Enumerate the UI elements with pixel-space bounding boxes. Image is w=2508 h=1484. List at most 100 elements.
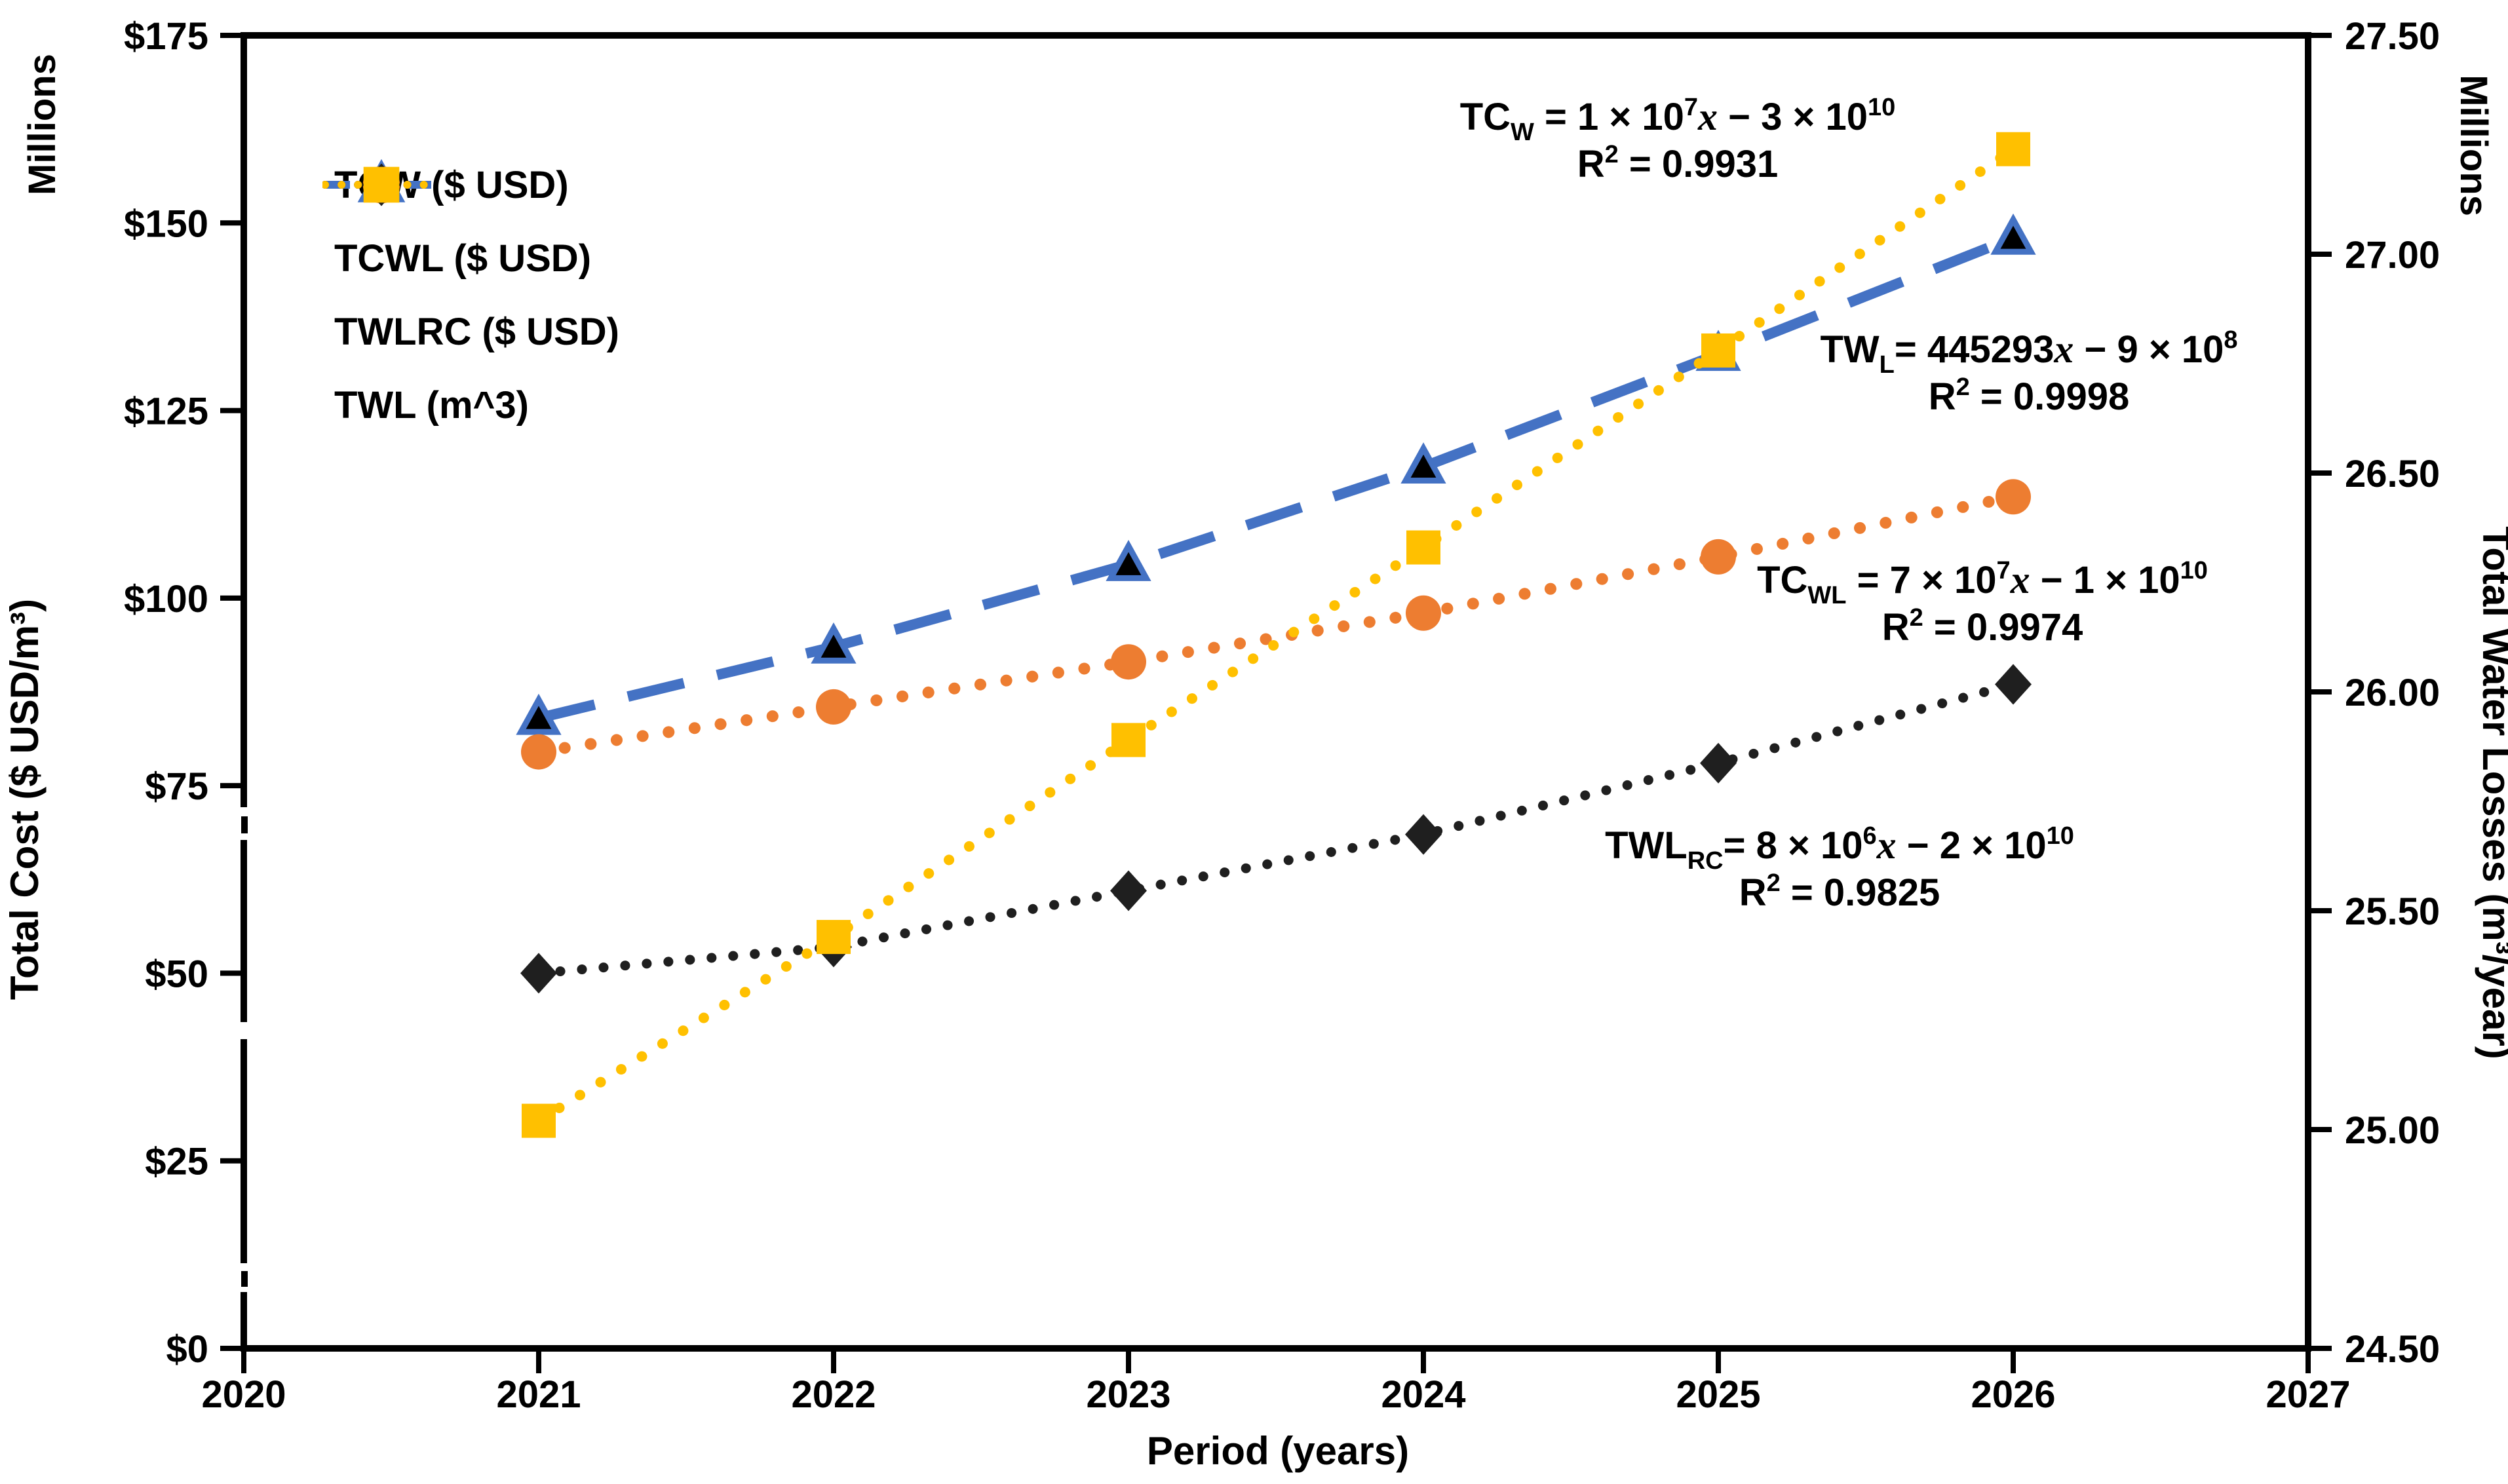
chart-legend: TCW ($ USD) TCWL ($ USD) TWLRC ($ USD) TWL … <box>322 148 619 442</box>
equation-segment: x <box>1876 824 1897 867</box>
equation-segment: 2 <box>1767 869 1781 897</box>
tick-label: 2025 <box>1676 1373 1760 1416</box>
x-axis-title: Period (years) <box>1147 1429 1409 1473</box>
marker-TCWL-2023 <box>1111 644 1146 680</box>
tick-label: $125 <box>124 390 208 433</box>
tick-label: $175 <box>124 15 208 58</box>
legend-item-TCWL: TCWL ($ USD) <box>322 166 619 295</box>
marker-TWL-2021 <box>522 1103 556 1138</box>
y-left-axis-title: Total Cost ($ USD/m³) <box>3 599 47 1000</box>
series-line-TWL <box>533 143 2018 1126</box>
equation-segment: R <box>1577 143 1605 185</box>
equation-segment: − 9 × 10 <box>2074 328 2224 371</box>
tick-label: 2024 <box>1381 1373 1465 1416</box>
equation-segment: = 445293 <box>1895 328 2055 371</box>
marker-TCWL-2024 <box>1406 595 1441 631</box>
legend-marker-TWL <box>363 166 400 203</box>
equation-segment: TWL <box>1605 824 1688 867</box>
marker-TWLRC-2021 <box>520 953 557 994</box>
equation-segment: 10 <box>1868 94 1895 121</box>
equation-text: R2 = 0.9998 <box>1929 373 2130 418</box>
marker-TWLRC-2026 <box>1995 664 2032 705</box>
tick-label: 2026 <box>1971 1373 2055 1416</box>
axis-break-mark <box>239 1022 249 1039</box>
equation-segment: W <box>1511 119 1534 146</box>
marker-TWL-2023 <box>1111 723 1146 757</box>
equation-segment: TC <box>1757 559 1807 601</box>
equation-text: TCW = 1 × 107x − 3 × 1010 <box>1460 94 1896 146</box>
equation-segment: L <box>1880 351 1895 379</box>
equation-text: TCWL = 7 × 107x − 1 × 1010 <box>1757 557 2208 609</box>
equation-segment: R <box>1739 871 1767 914</box>
legend-label: TWL (m^3) <box>334 383 529 427</box>
tick-label: $100 <box>124 578 208 620</box>
tick-label: 25.50 <box>2345 890 2440 933</box>
marker-TCWL-2025 <box>1701 539 1736 575</box>
equation-text: R2 = 0.9974 <box>1882 604 2083 649</box>
series-line-TCWL <box>533 491 2019 758</box>
legend-label: TWLRC ($ USD) <box>334 310 619 353</box>
tick-label: 2021 <box>496 1373 581 1416</box>
equation-segment: = 0.9825 <box>1781 871 1940 914</box>
marker-TWLRC-2023 <box>1110 870 1147 911</box>
marker-TCW-2021 <box>516 693 562 735</box>
axis-break-dash <box>241 816 248 833</box>
equation-segment: = 0.9974 <box>1923 606 2083 649</box>
tick-label: $75 <box>145 765 208 808</box>
equation-segment: − 1 × 10 <box>2030 559 2180 601</box>
equation-text: TWL= 445293x − 9 × 108 <box>1820 326 2237 379</box>
tick-label: 26.50 <box>2345 453 2440 495</box>
equation-segment: R <box>1929 375 1956 418</box>
tick-label: 27.00 <box>2345 234 2440 276</box>
equation-segment: = 0.9931 <box>1619 143 1779 185</box>
marker-TCWL-2026 <box>1996 479 2031 515</box>
marker-TCW-2023 <box>1106 540 1151 581</box>
equation-text: TWLRC= 8 × 106x − 2 × 1010 <box>1605 822 2074 875</box>
tick-label: $50 <box>145 953 208 995</box>
legend-label: TCWL ($ USD) <box>334 237 592 280</box>
y-right-axis-title: Total Water Losses (m³/year) <box>2475 526 2508 1059</box>
equation-segment: x <box>1697 95 1718 138</box>
equation-segment: 10 <box>2180 557 2208 584</box>
equation-segment: = 8 × 10 <box>1724 824 1863 867</box>
marker-TWL-2022 <box>817 920 851 955</box>
marker-TCWL-2022 <box>816 689 851 725</box>
equation-text: R2 = 0.9825 <box>1739 869 1940 914</box>
marker-TCW-2026 <box>1990 213 2036 255</box>
equation-segment: 2 <box>1605 141 1619 168</box>
equation-segment: RC <box>1688 847 1724 875</box>
equation-segment: WL <box>1807 582 1846 609</box>
equation-segment: 2 <box>1956 373 1970 401</box>
axis-break-dash <box>241 1271 248 1287</box>
marker-TWL-2026 <box>1996 132 2030 166</box>
tick-label: 2027 <box>2266 1373 2350 1416</box>
marker-TWLRC-2024 <box>1405 814 1442 855</box>
equation-segment: − 3 × 10 <box>1718 96 1868 138</box>
equation-segment: R <box>1882 606 1910 649</box>
tick-label: 24.50 <box>2345 1328 2440 1371</box>
tick-label: 26.00 <box>2345 672 2440 714</box>
equation-segment: 7 <box>1684 94 1698 121</box>
tick-label: 2022 <box>791 1373 876 1416</box>
equation-segment: = 7 × 10 <box>1847 559 1997 601</box>
marker-TWLRC-2025 <box>1700 742 1737 784</box>
equation-segment: x <box>2010 558 2030 601</box>
tick-label: $0 <box>166 1328 208 1371</box>
tick-label: 2020 <box>201 1373 286 1416</box>
equation-segment: = 1 × 10 <box>1534 96 1684 138</box>
equation-segment: 7 <box>1996 557 2010 584</box>
equation-segment: 10 <box>2047 822 2074 850</box>
equation-segment: 6 <box>1862 822 1876 850</box>
tick-label: 27.50 <box>2345 15 2440 58</box>
marker-TWL-2025 <box>1701 333 1735 368</box>
marker-TCW-2024 <box>1400 442 1446 484</box>
y-left-units-label: Millions <box>21 54 64 195</box>
marker-TCW-2022 <box>811 622 857 664</box>
series-line-TCW <box>537 233 2015 723</box>
legend-item-TWLRC: TWLRC ($ USD) <box>322 163 619 368</box>
equation-text: R2 = 0.9931 <box>1577 141 1779 185</box>
equation-segment: x <box>2053 328 2074 371</box>
tick-label: 25.00 <box>2345 1109 2440 1152</box>
